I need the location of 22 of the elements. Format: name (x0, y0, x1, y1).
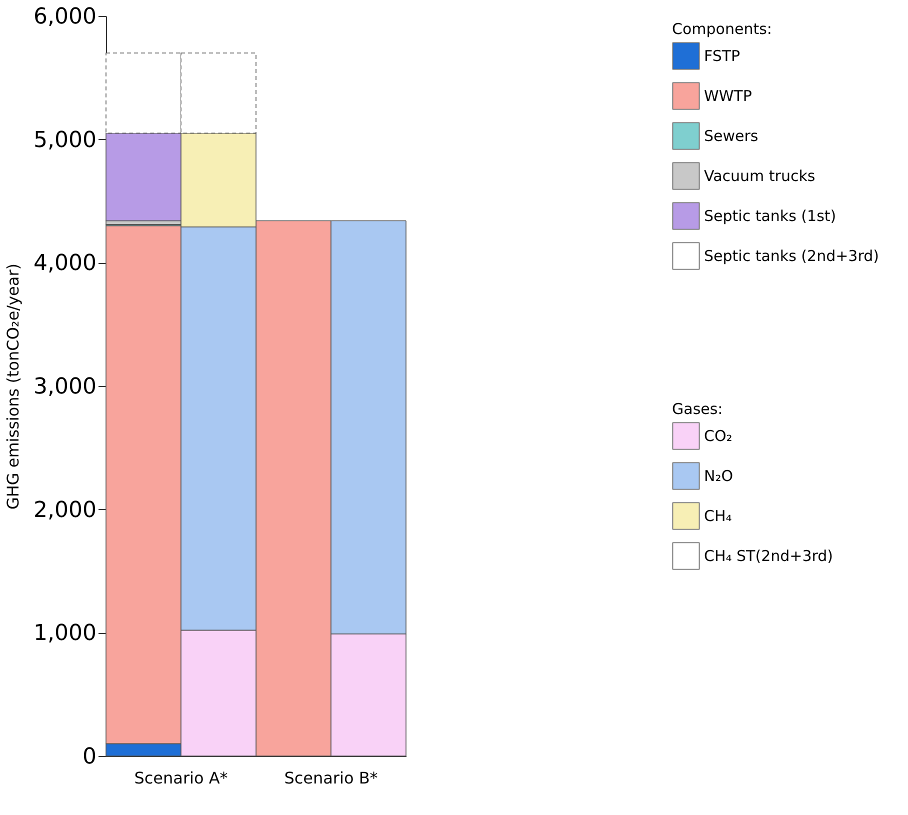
legend-title: Components: (672, 20, 772, 38)
y-axis-title: GHG emissions (tonCO₂e/year) (4, 263, 23, 510)
legend-label: Sewers (704, 127, 758, 145)
legend-label: WWTP (704, 87, 752, 105)
y-tick-label: 2,000 (34, 498, 96, 523)
y-tick-label: 1,000 (34, 621, 96, 646)
legend-label: CH₄ (704, 507, 732, 525)
legend-label: CH₄ ST(2nd+3rd) (704, 547, 834, 565)
legend-label: CO₂ (704, 427, 732, 445)
y-tick-label: 6,000 (34, 4, 96, 30)
x-tick-label: Scenario A* (134, 768, 228, 788)
y-tick-label: 5,000 (34, 128, 96, 153)
y-tick-label: 0 (82, 744, 96, 770)
y-tick-label: 4,000 (34, 251, 96, 276)
legend-label: FSTP (704, 47, 740, 65)
legend-label: Septic tanks (2nd+3rd) (704, 247, 879, 265)
text: Gases: (672, 400, 723, 418)
legend-label: Vacuum trucks (704, 167, 816, 185)
legend-label: Septic tanks (1st) (704, 207, 836, 225)
legend-label: N₂O (704, 467, 734, 485)
x-tick-label: Scenario B* (284, 768, 378, 788)
y-tick-label: 3,000 (34, 374, 96, 400)
